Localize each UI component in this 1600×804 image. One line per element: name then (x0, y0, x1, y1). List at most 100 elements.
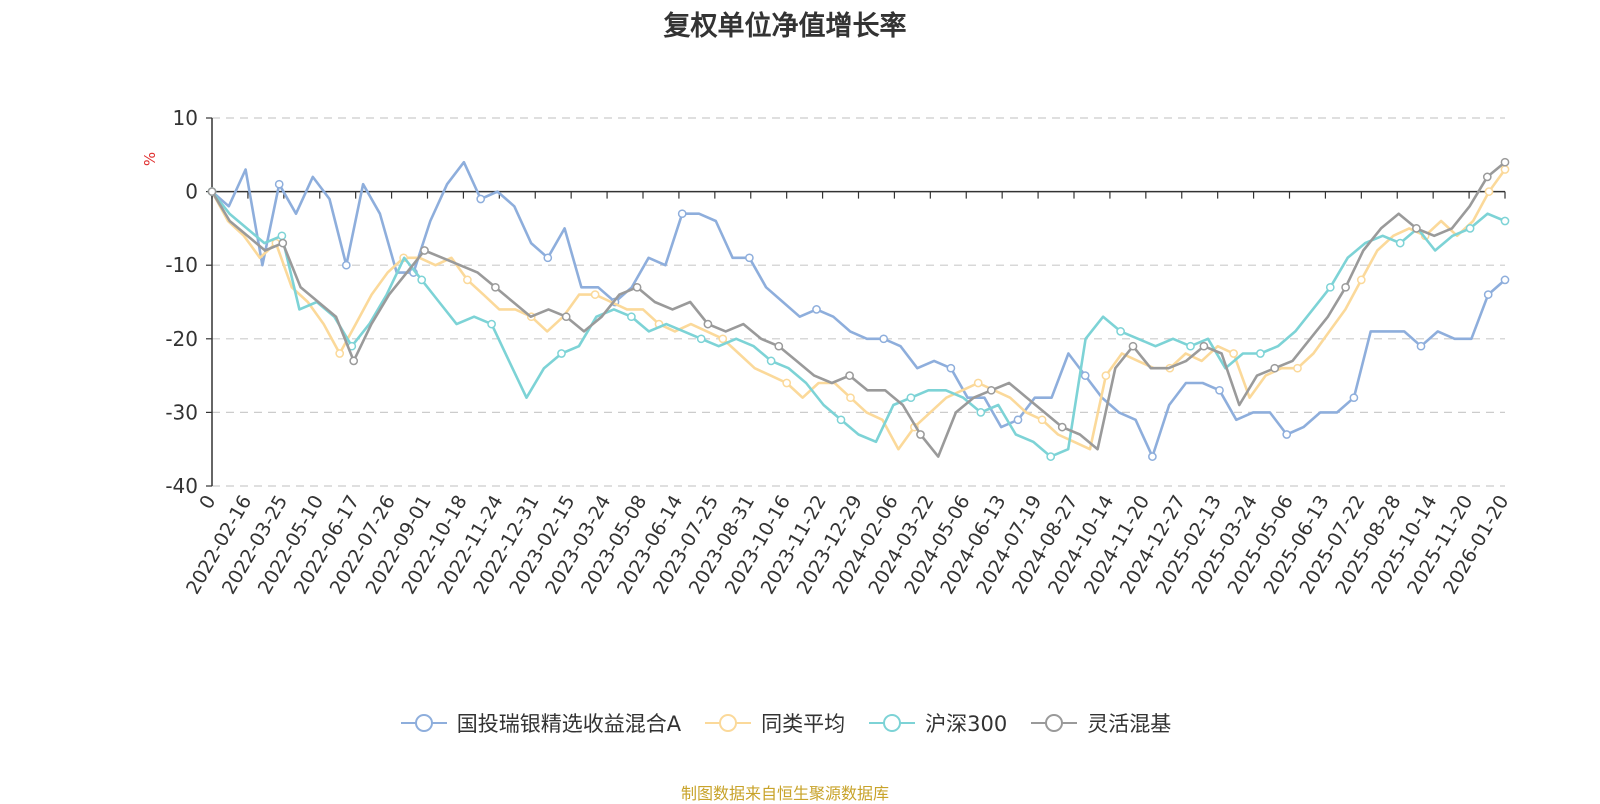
legend-label: 灵活混基 (1087, 712, 1172, 736)
data-point (845, 371, 854, 380)
data-point (766, 356, 776, 366)
data-point (590, 290, 600, 299)
label-layer: 100-10-20-30-4002022-02-162022-03-252022… (165, 106, 1513, 598)
data-point (703, 319, 713, 329)
y-tick-label: 10 (173, 106, 198, 130)
data-point (836, 415, 846, 425)
data-point (274, 179, 284, 189)
y-tick-label: -30 (165, 400, 198, 424)
data-point (341, 260, 351, 270)
legend-item[interactable]: 灵活混基 (1029, 708, 1171, 738)
data-point (487, 319, 496, 329)
data-point (463, 275, 472, 285)
data-point (946, 363, 956, 373)
y-tick-label: -10 (165, 253, 198, 277)
data-point (627, 312, 636, 322)
data-point (782, 378, 792, 388)
series-line-2 (210, 190, 1506, 458)
data-point (1199, 341, 1209, 351)
legend-label: 同类平均 (761, 712, 846, 736)
legend-marker-icon (705, 714, 752, 732)
y-axis-unit: % (141, 152, 159, 166)
legend: 国投瑞银精选收益混合A 同类平均 沪深300 灵活混基 (0, 708, 1570, 738)
data-point (335, 349, 345, 358)
data-point (1282, 430, 1292, 439)
data-point (1057, 422, 1067, 432)
data-point (1293, 363, 1302, 373)
data-point (973, 378, 983, 388)
legend-label: 国投瑞银精选收益混合A (456, 712, 682, 736)
series-line-1 (210, 168, 1507, 451)
data-point (1148, 452, 1157, 461)
data-point (1270, 363, 1280, 373)
y-tick-label: -40 (165, 474, 198, 498)
data-point (1484, 187, 1494, 196)
data-point (1483, 290, 1493, 299)
data-point (1013, 415, 1023, 425)
data-point (349, 356, 359, 366)
data-point (420, 246, 429, 255)
data-point (543, 253, 553, 263)
data-point (846, 393, 855, 403)
line-chart: 100-10-20-30-4002022-02-162022-03-252022… (141, 106, 1513, 598)
data-point (1215, 385, 1224, 395)
data-point (718, 334, 728, 344)
data-point (1101, 371, 1111, 380)
legend-marker-icon (400, 714, 447, 732)
data-point (1349, 393, 1359, 403)
x-tick-label: 0 (195, 492, 220, 513)
data-point (1416, 341, 1426, 351)
data-point (278, 238, 288, 248)
legend-label: 沪深300 (925, 712, 1008, 736)
data-point (774, 341, 784, 351)
data-point (677, 209, 687, 219)
chart-title: 复权单位净值增长率 (663, 11, 907, 42)
data-point (1395, 238, 1405, 248)
y-tick-label: 0 (185, 180, 198, 204)
data-point (1500, 275, 1510, 285)
data-point (906, 393, 916, 403)
data-point (207, 187, 217, 196)
data-point (879, 334, 889, 344)
legend-marker-icon (869, 714, 916, 732)
data-point (1356, 275, 1366, 285)
data-point (1412, 224, 1421, 233)
data-point (1037, 415, 1047, 425)
data-point (1465, 224, 1475, 233)
legend-item[interactable]: 沪深300 (867, 708, 1007, 738)
data-point (696, 334, 706, 344)
data-point (976, 408, 986, 417)
data-point (1500, 157, 1510, 167)
data-point (491, 282, 500, 292)
data-point (557, 349, 566, 358)
data-point (632, 282, 642, 292)
data-point (812, 305, 821, 314)
source-note: 制图数据来自恒生聚源数据库 (680, 784, 889, 803)
data-point (986, 385, 996, 395)
data-point (1229, 349, 1238, 358)
data-point (1080, 371, 1090, 380)
data-point (1116, 327, 1125, 336)
data-point (1341, 282, 1350, 292)
axis-layer (206, 117, 1506, 487)
data-point (1325, 282, 1335, 292)
data-point (1500, 216, 1510, 226)
data-point (1128, 341, 1138, 351)
data-point (1186, 341, 1195, 351)
series-layer (207, 157, 1510, 461)
legend-item[interactable]: 同类平均 (703, 708, 845, 738)
data-point (1046, 452, 1056, 461)
data-point (277, 231, 287, 241)
legend-item[interactable]: 国投瑞银精选收益混合A (399, 708, 681, 738)
data-point (476, 194, 486, 204)
data-point (1256, 349, 1265, 358)
data-point (561, 312, 571, 322)
grid-layer (212, 117, 1505, 487)
data-point (1500, 165, 1510, 174)
y-tick-label: -20 (165, 327, 198, 351)
data-point (745, 253, 754, 263)
data-point (916, 430, 925, 439)
legend-marker-icon (1031, 714, 1078, 732)
data-point (1482, 172, 1492, 182)
data-point (417, 275, 427, 285)
